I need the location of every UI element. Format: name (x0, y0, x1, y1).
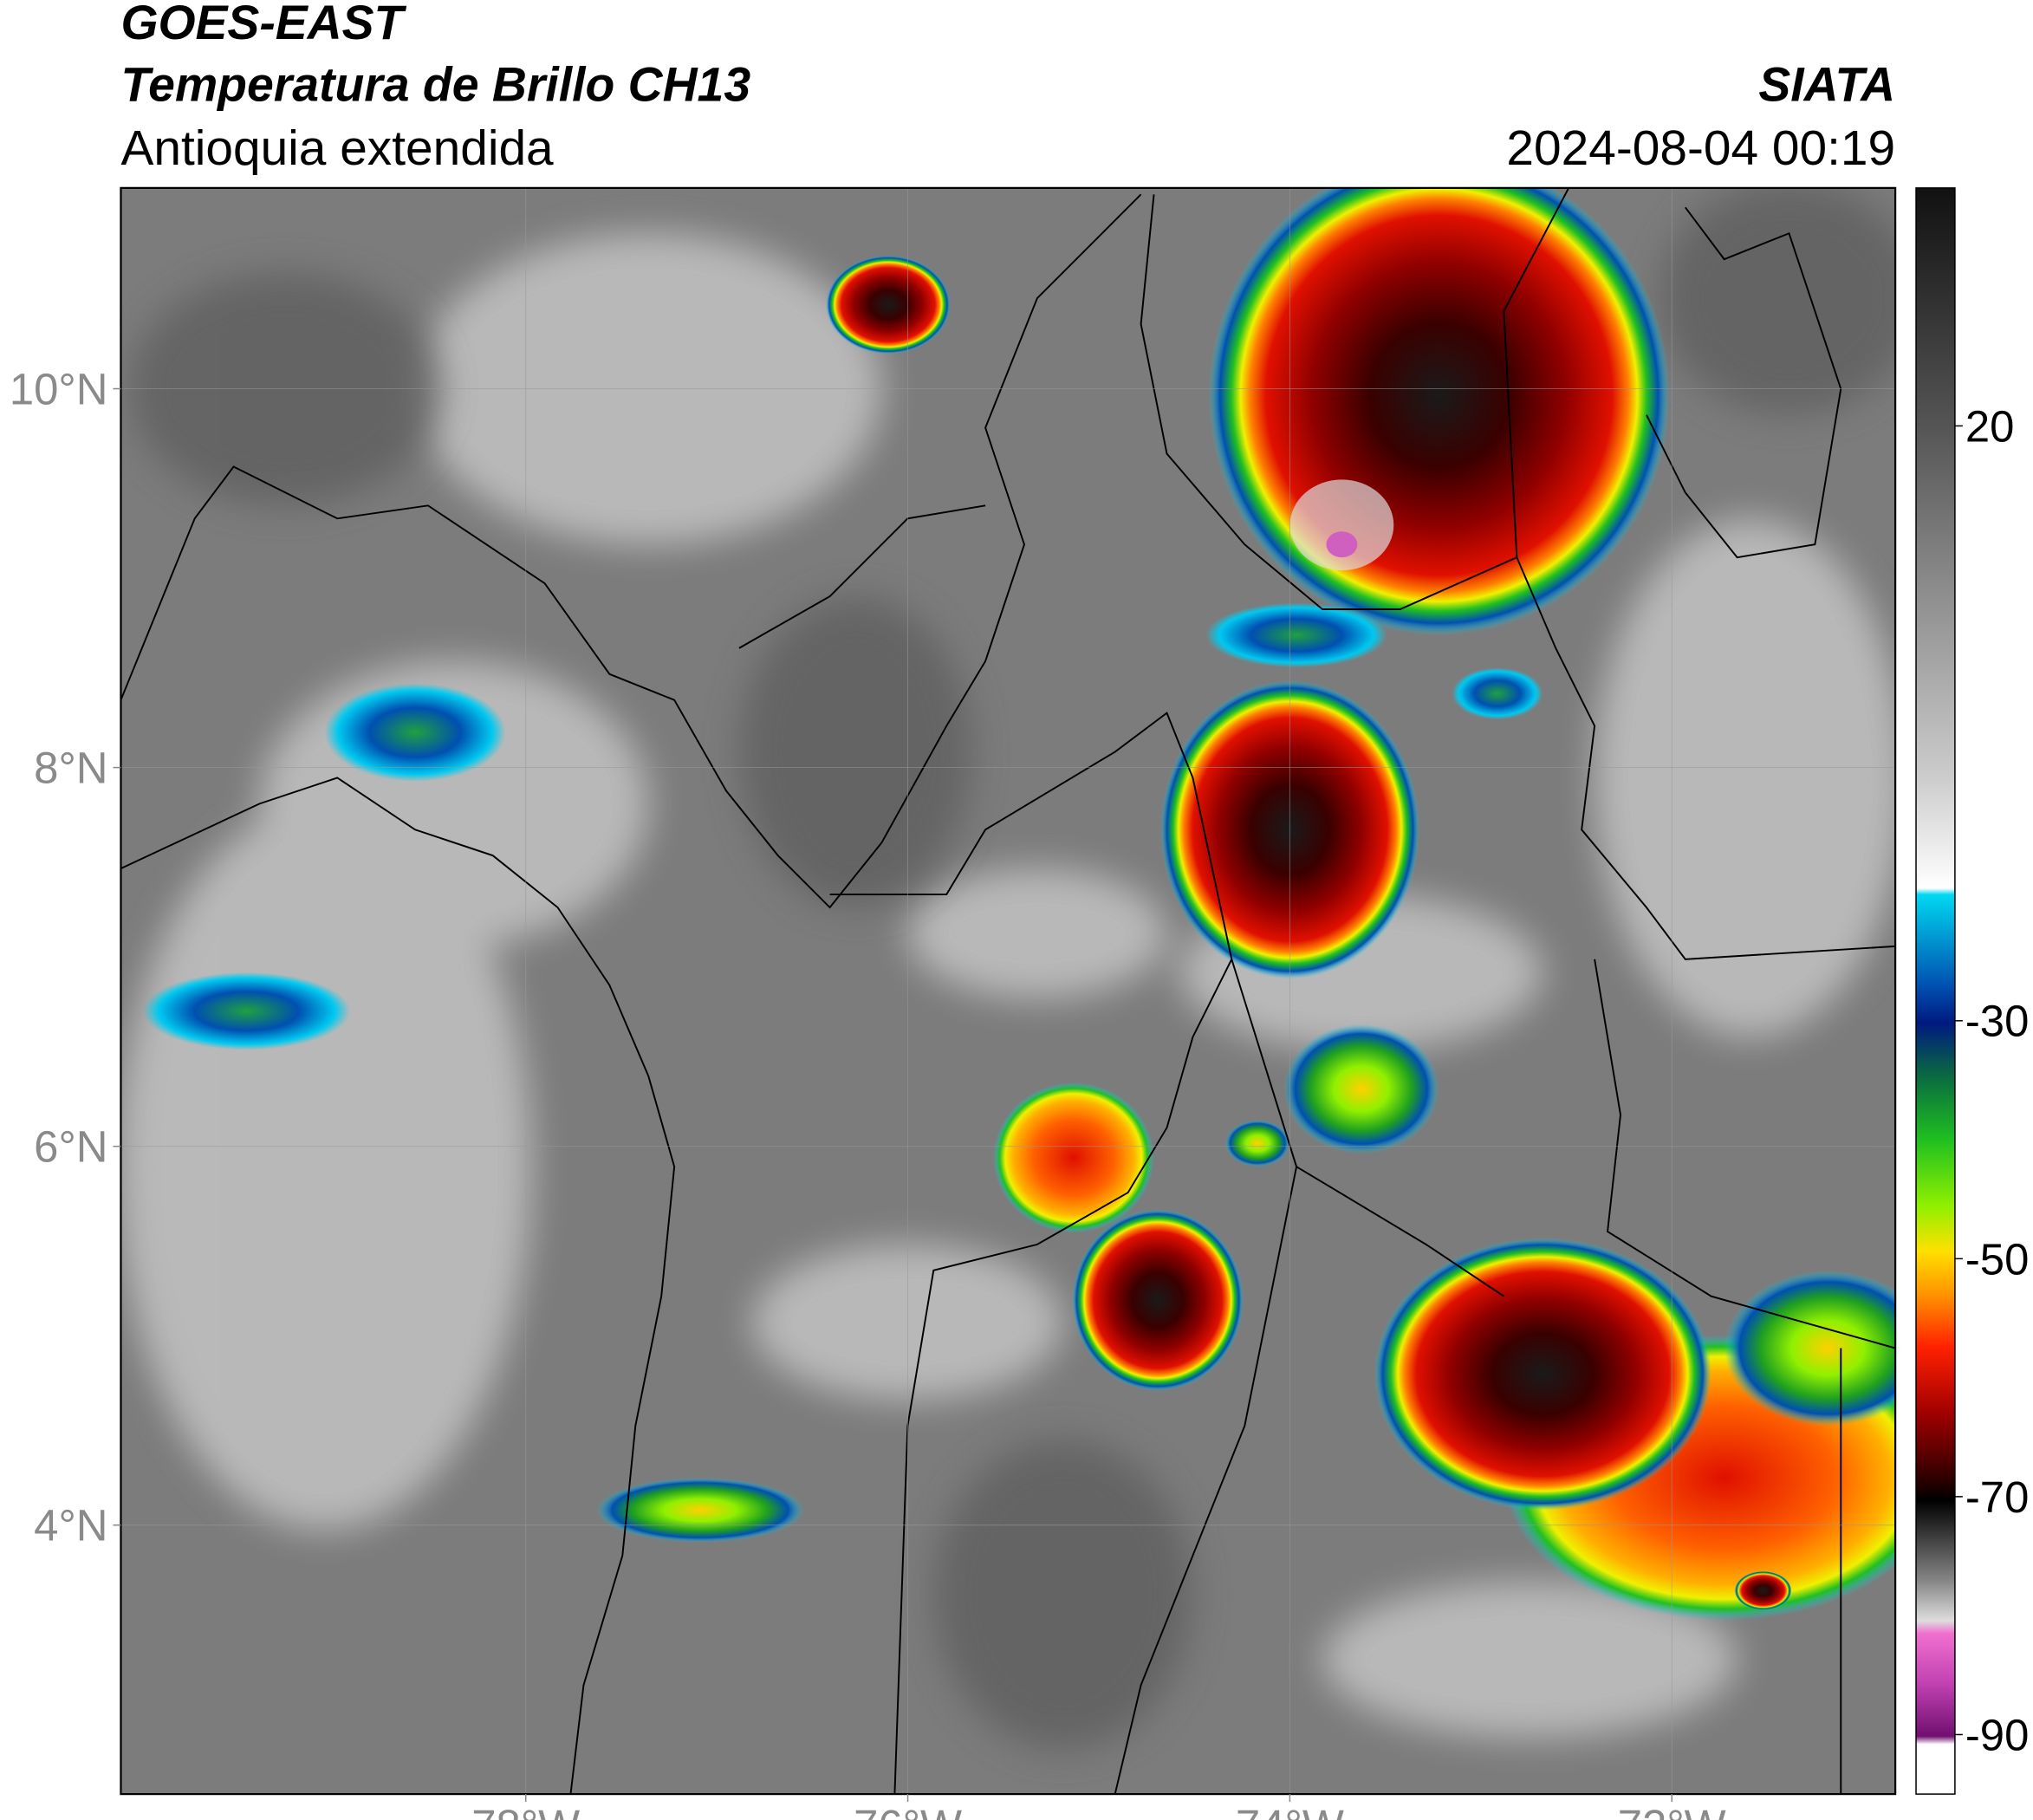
lat-label: 8°N (34, 744, 107, 793)
lat-label: 10°N (10, 364, 108, 413)
lon-label: 72°W (1618, 1801, 1726, 1820)
datetime: 2024-08-04 00:19 (1506, 121, 1895, 176)
lon-label: 74°W (1236, 1801, 1344, 1820)
satellite-image (120, 187, 1896, 1795)
region: Antioquia extendida (120, 121, 554, 176)
lon-label: 76°W (854, 1801, 962, 1820)
map-frame (120, 186, 1897, 1796)
subtitle: Temperatura de Brillo CH13 (120, 58, 750, 112)
lon-label: 78°W (471, 1801, 580, 1820)
colorbar-label: -30 (1965, 997, 2030, 1046)
colorbar-label: 20 (1965, 401, 2015, 451)
title: GOES-EAST (120, 0, 406, 49)
colorbar-label: -50 (1965, 1234, 2030, 1284)
colorbar-label: -70 (1965, 1472, 2030, 1522)
colorbar (1915, 187, 1956, 1795)
lat-label: 4°N (34, 1501, 107, 1550)
colorbar-label: -90 (1965, 1710, 2030, 1759)
lat-label: 6°N (34, 1122, 107, 1172)
source: SIATA (1758, 58, 1895, 112)
